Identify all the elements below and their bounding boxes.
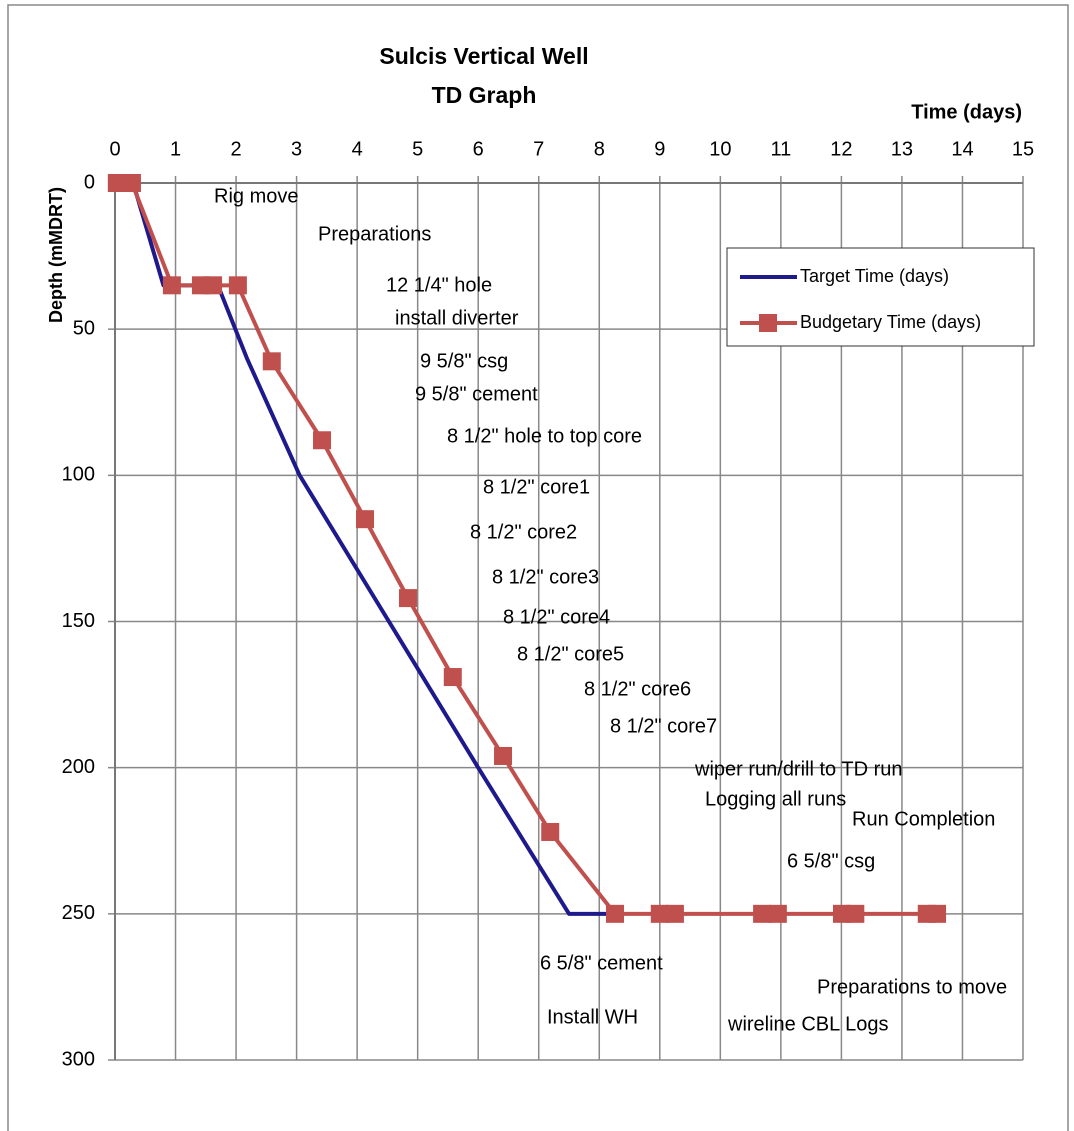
y-tick-label: 250 [62, 902, 95, 924]
y-tick-label: 0 [84, 171, 95, 193]
x-tick-label: 3 [291, 138, 302, 160]
annotation: 6 5/8" csg [787, 850, 875, 872]
x-tick-label: 9 [654, 138, 665, 160]
marker [846, 904, 865, 923]
marker [204, 276, 223, 295]
annotation: 8 1/2" core6 [584, 678, 691, 700]
annotation: 8 1/2" core7 [610, 715, 717, 737]
legend-label: Budgetary Time (days) [800, 312, 981, 332]
annotation: 8 1/2" core3 [492, 566, 599, 588]
marker [443, 668, 462, 687]
annotation: 8 1/2" core1 [483, 476, 590, 498]
marker [262, 352, 281, 371]
x-tick-label: 11 [770, 138, 791, 160]
annotation: wireline CBL Logs [727, 1013, 888, 1035]
marker [606, 904, 625, 923]
annotation: 6 5/8" cement [540, 952, 663, 974]
annotation: 8 1/2" hole to top core [447, 425, 642, 447]
chart-subtitle: TD Graph [432, 82, 537, 108]
y-tick-label: 200 [62, 756, 95, 778]
marker [162, 276, 181, 295]
x-tick-label: 14 [951, 138, 973, 160]
annotation: 9 5/8" cement [415, 383, 538, 405]
annotation: 12 1/4" hole [386, 274, 492, 296]
x-tick-label: 15 [1012, 138, 1034, 160]
x-tick-label: 1 [170, 138, 181, 160]
x-tick-label: 13 [891, 138, 913, 160]
annotation: install diverter [395, 307, 519, 329]
marker [107, 174, 126, 192]
marker [398, 589, 417, 608]
x-tick-label: 12 [830, 138, 852, 160]
annotation: Install WH [547, 1006, 638, 1028]
x-tick-label: 2 [231, 138, 242, 160]
y-tick-label: 150 [62, 610, 95, 632]
marker [541, 822, 560, 841]
x-tick-label: 6 [473, 138, 484, 160]
legend-marker [759, 314, 777, 332]
marker [494, 746, 513, 765]
x-tick-label: 10 [709, 138, 731, 160]
annotation: Run Completion [852, 808, 995, 830]
marker [313, 431, 332, 450]
x-axis-label: Time (days) [911, 101, 1022, 123]
annotation: Preparations to move [817, 976, 1007, 998]
marker [753, 904, 772, 923]
marker [122, 174, 141, 192]
annotation: Preparations [318, 223, 431, 245]
y-axis-label: Depth (mMDRT) [46, 187, 66, 323]
marker [650, 904, 669, 923]
legend-box [726, 247, 1035, 347]
marker [768, 904, 787, 923]
x-tick-label: 7 [533, 138, 544, 160]
y-tick-label: 50 [73, 317, 95, 339]
y-tick-label: 300 [62, 1048, 95, 1070]
marker [228, 276, 247, 295]
x-tick-label: 8 [594, 138, 605, 160]
annotation: Rig move [214, 185, 298, 207]
chart-title: Sulcis Vertical Well [379, 43, 588, 69]
annotation: 8 1/2" core2 [470, 521, 577, 543]
x-tick-label: 5 [412, 138, 423, 160]
x-tick-label: 4 [352, 138, 363, 160]
annotation: Logging all runs [705, 788, 846, 810]
x-tick-label: 0 [109, 138, 120, 160]
marker [928, 904, 947, 923]
annotation: 8 1/2" core5 [517, 643, 624, 665]
annotation: 8 1/2" core4 [503, 606, 610, 628]
marker [665, 904, 684, 923]
y-tick-label: 100 [62, 464, 95, 486]
marker [356, 510, 375, 529]
legend-label: Target Time (days) [800, 266, 949, 286]
annotation: wiper run/drill to TD run [694, 758, 902, 780]
annotation: 9 5/8" csg [420, 350, 508, 372]
